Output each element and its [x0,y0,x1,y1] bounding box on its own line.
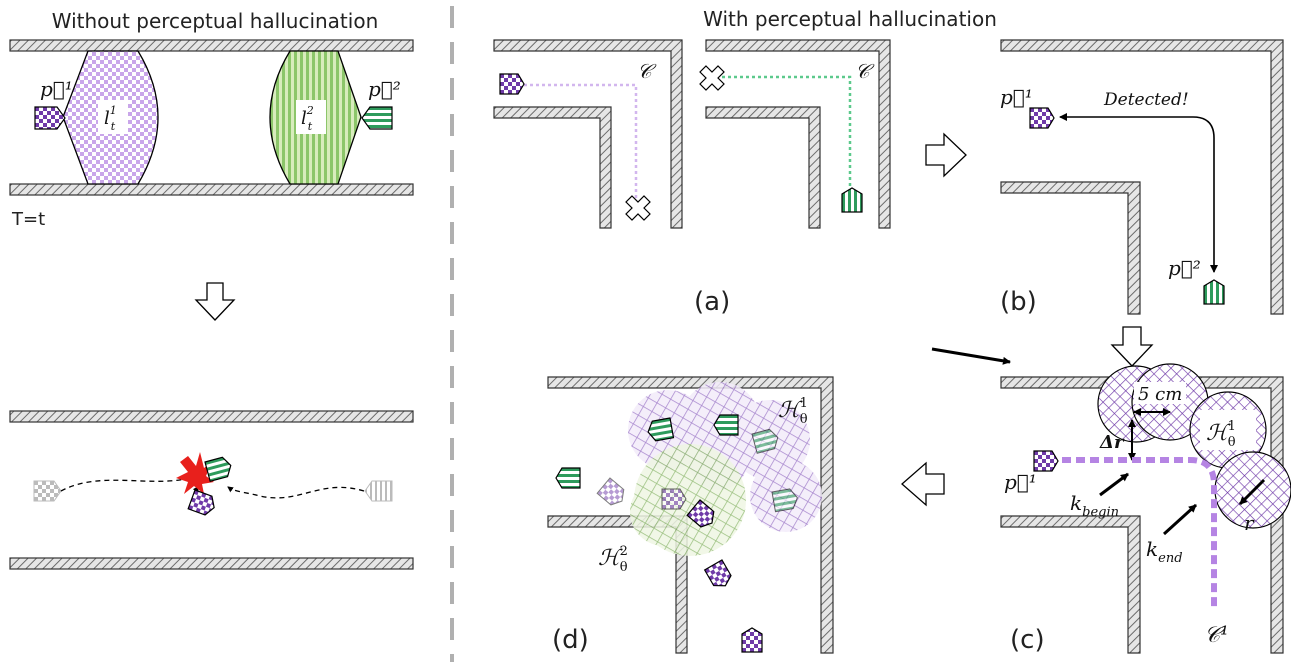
robot-1 [1029,107,1055,129]
wall [9,557,414,570]
wall [9,410,414,423]
robot-2 [1203,279,1225,305]
planned-path-1 [524,83,638,204]
hallucination-label-1: ℋθ1 [778,396,808,427]
path-label: 𝒞¹ [1204,623,1229,648]
footprint-1-label: l1 t [104,104,117,133]
subfigure-c: ℋθ1 5 cm Δr p⃗¹ kbegin kend r 𝒞¹ (c) [1000,363,1291,655]
footprint-2-label: l2 t [301,104,314,133]
robot-1 [1033,450,1059,472]
hallucinated-robot [661,488,687,510]
hallucinated-robot [596,477,625,506]
robot-2 [361,106,393,130]
caption-c: (c) [1010,625,1045,655]
goal-cross-icon [625,195,651,221]
k-end-label: kend [1146,537,1183,566]
pointer-arrow [931,347,1011,365]
wall [1000,376,1284,654]
robot-1 [499,73,525,95]
time-label: T=t [11,209,45,230]
caption-a: (a) [694,287,730,317]
goal-cross-icon [699,65,725,91]
wall [547,376,834,654]
robot-1 [34,106,66,130]
wall [1000,515,1141,654]
subfigure-b: p⃗¹ Detected! p⃗² (b) [1000,39,1284,317]
transition-arrow-down [1110,326,1154,367]
ghost-robot-1 [33,480,62,502]
path-label-2: 𝒞 [855,59,875,83]
wall [1000,39,1284,315]
subfigure-d: ℋθ1 ℋθ2 (d) [547,376,834,655]
planned-path-2 [722,75,852,190]
path-label-1: 𝒞 [637,59,657,83]
caption-b: (b) [1000,287,1037,317]
planned-path [1062,457,1217,610]
robot-2 [841,187,863,213]
transition-arrow-down [194,282,236,321]
trajectory-2 [227,486,365,499]
hallucination-label-2: ℋθ2 [598,544,628,575]
left-panel-title: Without perceptual hallucination [52,9,379,33]
collided-robot-2 [204,456,232,483]
left-panel: Without perceptual hallucination l1 t l2 t… [9,9,414,570]
k-end-arrow [1162,503,1198,536]
k-begin-label: kbegin [1070,491,1119,520]
detection-arrow [1059,113,1218,273]
robot-2-label: p⃗² [1168,256,1201,280]
wall [705,106,821,229]
hallucinated-robot [703,559,732,587]
robot-2 [555,467,581,489]
hallucinated-robot [713,414,739,436]
hallucination-label: ℋθ1 [1206,419,1236,450]
hallucinated-robot [771,488,798,513]
delta-r-label: Δr [1099,432,1125,453]
robot-1-label: p⃗¹ [1004,470,1037,494]
wall [9,183,414,196]
robot-1-label: p⃗¹ [40,77,73,101]
right-panel-title: With perceptual hallucination [703,7,997,31]
wall [493,39,683,229]
detected-label: Detected! [1103,90,1189,110]
wall [493,106,612,229]
distance-label: 5 cm [1138,384,1182,405]
wall [705,39,891,229]
wall [9,39,414,52]
hallucinated-robot [647,417,675,442]
radius-arrow [1238,478,1266,506]
ghost-robot-2 [364,480,393,502]
subfigure-a: 𝒞 𝒞 (a) [493,39,891,317]
robot-1 [741,627,763,653]
robot-1-label: p⃗¹ [1000,85,1033,109]
trajectory-1 [60,477,199,493]
caption-d: (d) [552,625,589,655]
collided-robot-1 [187,489,215,516]
radius-label: r [1244,511,1255,535]
k-begin-arrow [1099,472,1129,497]
collision-burst-icon [176,452,214,494]
transition-arrow-right [925,132,967,178]
transition-arrow-left [901,461,945,507]
hallucinated-robot [686,499,715,528]
robot-2-label: p⃗² [368,77,401,101]
hallucinated-robot [751,428,779,454]
